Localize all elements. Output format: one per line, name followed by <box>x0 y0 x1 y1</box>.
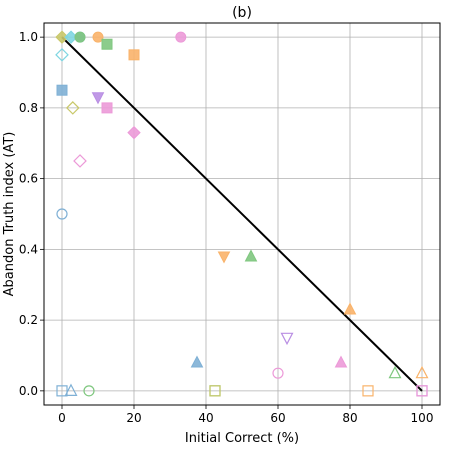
diamond-point <box>73 154 87 168</box>
y-axis-label: Abandon Truth index (AT) <box>2 132 17 297</box>
square-point <box>128 49 140 61</box>
square-point <box>101 102 113 114</box>
x-tick-label: 60 <box>270 411 285 425</box>
y-axis-ticks: 0.0 0.2 0.4 0.6 0.8 1.0 <box>19 30 44 398</box>
x-tick-label: 80 <box>342 411 357 425</box>
chart-title: (b) <box>232 5 252 21</box>
data-points <box>55 30 429 397</box>
trend-line-group <box>61 36 423 392</box>
y-tick-label: 0.8 <box>19 101 38 115</box>
circle-point <box>175 31 187 43</box>
circle-point <box>272 367 284 379</box>
triangle-point <box>64 383 78 396</box>
x-tick-label: 100 <box>411 411 434 425</box>
triangle-point <box>244 249 258 262</box>
diamond-point <box>127 125 141 140</box>
x-tick-label: 40 <box>198 411 213 425</box>
y-tick-label: 0.2 <box>19 313 38 327</box>
circle-point <box>74 31 86 43</box>
square-point <box>56 84 68 96</box>
diamond-point <box>65 101 80 115</box>
y-tick-label: 0.4 <box>19 242 38 256</box>
circle-point <box>56 208 68 220</box>
x-tick-label: 0 <box>58 411 66 425</box>
y-tick-label: 0.6 <box>19 172 38 186</box>
square-point <box>56 385 68 397</box>
triangle-down-point <box>91 92 105 105</box>
triangle-point <box>343 302 357 315</box>
square-point <box>362 385 374 397</box>
square-point <box>416 385 428 397</box>
diamond-point <box>55 30 69 44</box>
y-tick-label: 1.0 <box>19 30 38 44</box>
triangle-down-point <box>280 332 294 346</box>
square-point <box>101 38 113 50</box>
triangle-point <box>334 355 348 368</box>
triangle-point <box>190 355 204 368</box>
triangle-point <box>415 365 429 379</box>
y-tick-label: 0.0 <box>19 384 38 398</box>
triangle-point <box>388 365 402 379</box>
x-axis-ticks: 0 20 40 60 80 100 <box>58 405 433 425</box>
x-axis-label: Initial Correct (%) <box>185 431 299 446</box>
x-tick-label: 20 <box>126 411 141 425</box>
triangle-down-point <box>217 251 231 264</box>
diamond-point <box>55 47 69 62</box>
trend-line <box>61 36 423 392</box>
square-point <box>209 385 221 397</box>
circle-point <box>92 31 104 43</box>
plot-frame <box>43 22 441 406</box>
circle-point <box>83 385 95 397</box>
